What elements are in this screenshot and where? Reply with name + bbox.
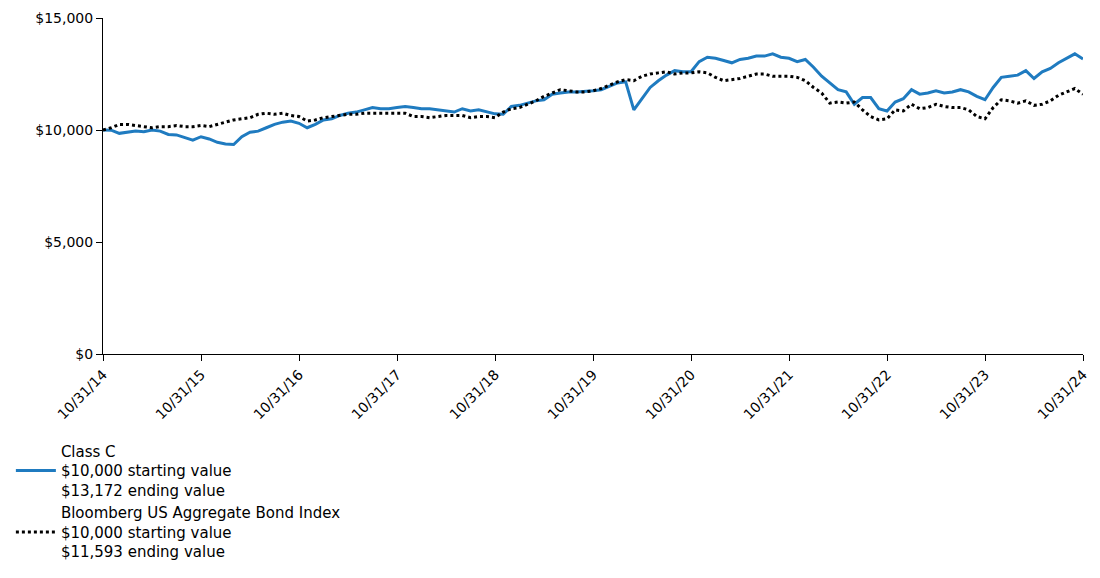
svg-text:10/31/23: 10/31/23 xyxy=(936,367,992,423)
svg-text:Class C$10,000 starting value$: Class C$10,000 starting value$13,172 end… xyxy=(61,443,232,500)
svg-text:10/31/14: 10/31/14 xyxy=(54,367,110,423)
svg-text:10/31/24: 10/31/24 xyxy=(1034,367,1090,423)
svg-text:$10,000: $10,000 xyxy=(35,122,93,138)
svg-text:10/31/16: 10/31/16 xyxy=(250,367,306,423)
svg-text:10/31/21: 10/31/21 xyxy=(740,367,796,423)
svg-text:10/31/19: 10/31/19 xyxy=(544,367,600,423)
svg-text:10/31/15: 10/31/15 xyxy=(152,367,208,423)
svg-text:$5,000: $5,000 xyxy=(44,234,93,250)
svg-text:10/31/18: 10/31/18 xyxy=(446,367,502,423)
svg-text:10/31/22: 10/31/22 xyxy=(838,367,894,423)
svg-text:Bloomberg US Aggregate Bond In: Bloomberg US Aggregate Bond Index$10,000… xyxy=(61,504,340,561)
svg-text:10/31/17: 10/31/17 xyxy=(348,367,404,423)
svg-text:$15,000: $15,000 xyxy=(35,10,93,26)
svg-text:$0: $0 xyxy=(75,346,93,362)
svg-text:10/31/20: 10/31/20 xyxy=(642,367,698,423)
